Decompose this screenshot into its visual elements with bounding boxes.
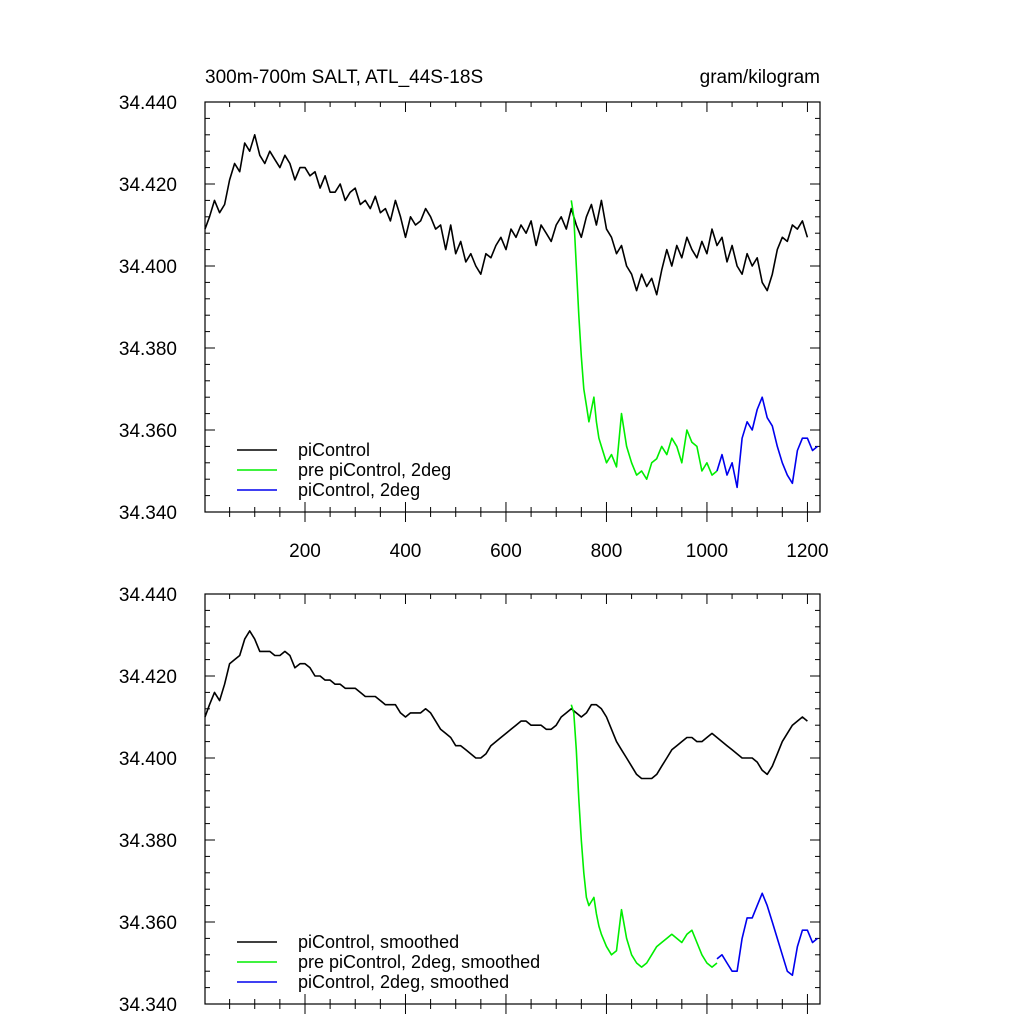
figure-title-right: gram/kilogram [700,67,820,88]
x-tick-label: 1000 [686,541,728,562]
y-tick-label: 34.360 [119,913,177,934]
series-line-0 [204,134,809,296]
legend-label-0: piControl [298,440,370,460]
y-tick-label: 34.380 [119,831,177,852]
figure-title-left: 300m-700m SALT, ATL_44S-18S [205,67,483,88]
legend-label-2: piControl, 2deg [298,480,420,500]
y-tick-label: 34.420 [119,667,177,688]
legend-label-1: pre piControl, 2deg, smoothed [298,952,540,972]
x-tick-label: 600 [490,541,522,562]
y-tick-label: 34.400 [119,749,177,770]
series-line-2 [716,892,819,977]
top-panel: 34.340 34.360 34.380 34.400 34.420 34.440 200 4… [119,93,829,562]
legend-label-2: piControl, 2deg, smoothed [298,972,509,992]
y-tick-label: 34.420 [119,175,177,196]
plot-frame [204,593,821,1005]
y-tick-label: 34.360 [119,421,177,442]
series-line-2 [716,396,819,489]
y-tick-label: 34.340 [119,503,177,524]
series-line-0 [204,630,808,780]
y-tick-label: 34.440 [119,585,177,606]
plot-frame [204,101,821,513]
x-tick-label: 800 [591,541,623,562]
legend-label-0: piControl, smoothed [298,932,459,952]
series-line-1 [570,200,718,481]
y-tick-label: 34.380 [119,339,177,360]
y-tick-label: 34.340 [119,995,177,1016]
y-tick-label: 34.400 [119,257,177,278]
bottom-panel: 34.340 34.360 34.380 34.400 34.420 34.440 piCo… [119,585,821,1016]
series-line-1 [570,704,718,968]
x-tick-label: 1200 [786,541,828,562]
legend-label-1: pre piControl, 2deg [298,460,451,480]
x-tick-label: 200 [289,541,321,562]
x-tick-label: 400 [390,541,422,562]
y-tick-label: 34.440 [119,93,177,114]
